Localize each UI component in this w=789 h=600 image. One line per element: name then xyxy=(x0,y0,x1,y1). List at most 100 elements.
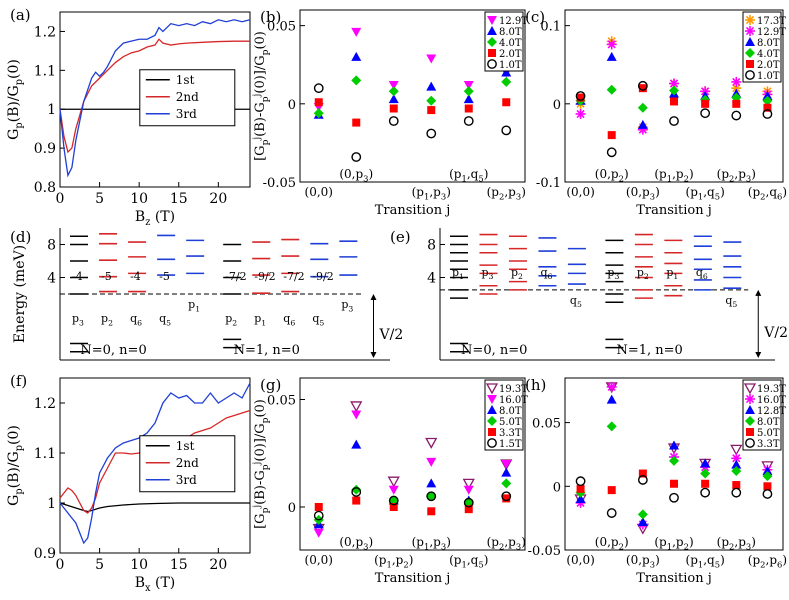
subscript: 3 xyxy=(348,304,353,313)
data-point xyxy=(426,54,437,64)
data-point xyxy=(638,469,647,478)
text-run: ) xyxy=(655,185,660,199)
text-run: 0.9 xyxy=(34,546,56,562)
text-run: 15 xyxy=(170,557,188,573)
x-axis-label: Transition j xyxy=(375,571,451,586)
text-run: Transition j xyxy=(375,571,451,586)
data-point xyxy=(731,110,742,121)
data-point xyxy=(638,84,647,93)
category-label: (p1,p2) xyxy=(374,553,413,570)
data-point xyxy=(762,109,773,119)
text-run: 0.8 xyxy=(34,180,56,196)
y-tick-label: 1 xyxy=(47,102,56,118)
text-run: B xyxy=(135,575,145,591)
text-run: ) xyxy=(624,167,629,181)
subscript: 3 xyxy=(363,174,368,184)
text-run: (g) xyxy=(260,376,281,394)
text-run: -4 xyxy=(130,270,141,283)
subscript: p xyxy=(14,122,25,128)
text-run: (0,0) xyxy=(305,185,333,199)
text-run: ,q xyxy=(703,553,715,567)
superscript: j xyxy=(252,94,262,98)
x-axis-label: Transition j xyxy=(375,203,451,218)
data-point xyxy=(351,487,362,497)
level-label: q5 xyxy=(570,294,582,309)
text-run: p xyxy=(72,312,79,325)
text-run: 1st xyxy=(176,73,195,87)
text-run: 1.0T xyxy=(757,71,780,82)
legend-label: 4.0T xyxy=(757,49,780,60)
text-run: 0.05 xyxy=(267,20,296,35)
data-point xyxy=(463,81,474,91)
group-label: N=1, n=0 xyxy=(616,343,682,358)
data-point xyxy=(313,108,324,119)
category-label: (0,p2) xyxy=(595,535,629,552)
subscript: 3 xyxy=(441,542,446,552)
panel-label: (d) xyxy=(10,228,31,246)
data-point xyxy=(732,481,741,490)
subscript: x xyxy=(145,583,151,594)
data-point xyxy=(464,104,473,113)
legend-marker xyxy=(745,438,755,448)
text-run: ) xyxy=(655,553,660,567)
panel-label: (g) xyxy=(260,376,281,394)
data-point xyxy=(575,91,586,101)
text-run: 3rd xyxy=(176,473,197,487)
subscript: 3 xyxy=(363,542,368,552)
text-run: 1.2 xyxy=(34,24,56,40)
text-run: 16.0T xyxy=(499,395,528,406)
data-point xyxy=(313,83,324,94)
level-label: -4 xyxy=(72,270,83,283)
data-point xyxy=(670,97,678,106)
star-stroke xyxy=(732,84,741,93)
x-tick-label: 20 xyxy=(209,557,227,573)
category-label: (p1,q5) xyxy=(686,185,725,202)
level-label: p1 xyxy=(452,266,464,281)
data-point xyxy=(637,102,648,113)
text-run: 10 xyxy=(130,191,148,207)
subscript: 5 xyxy=(478,174,483,184)
data-point xyxy=(313,510,324,521)
text-run: -0.05 xyxy=(263,176,296,191)
text-run: N=0, n=0 xyxy=(461,343,527,358)
legend-label: 3rd xyxy=(176,473,197,487)
text-run: ,p xyxy=(734,167,746,181)
data-point xyxy=(575,494,586,504)
data-point xyxy=(501,491,512,502)
data-point xyxy=(502,494,511,503)
text-run: ,q xyxy=(703,185,715,199)
text-run: -0.05 xyxy=(528,544,561,559)
subscript: 6 xyxy=(547,272,552,281)
text-run: (B)-G xyxy=(253,102,268,136)
legend-label: 19.3T xyxy=(499,384,528,395)
text-run: (T) xyxy=(150,209,175,225)
subscript: 3 xyxy=(746,542,751,552)
data-point xyxy=(731,459,742,469)
subscript: 3 xyxy=(441,192,446,202)
legend-label: 1.5T xyxy=(499,439,522,450)
y-tick-label: 8 xyxy=(427,238,436,254)
text-run: (0) xyxy=(6,425,22,445)
text-run: (p xyxy=(748,185,761,199)
series-line-2nd xyxy=(59,409,251,514)
category-label: (0,p3) xyxy=(626,553,660,570)
level-label: -5 xyxy=(159,270,170,283)
plot-frame xyxy=(564,9,784,183)
data-point xyxy=(351,439,362,449)
text-run: ,p xyxy=(429,185,441,199)
text-run: 17.3T xyxy=(757,16,786,27)
category-label: (0,0) xyxy=(566,185,594,199)
level-label: q5 xyxy=(159,312,171,327)
data-point xyxy=(351,75,362,86)
text-run: (p xyxy=(654,535,667,549)
text-run: (0,p xyxy=(339,167,363,181)
legend-label: 8.0T xyxy=(499,27,522,38)
panel-h: -0.0500.05(0,0)(0,p2)(0,p3)(p1,p2)(p1,q5… xyxy=(525,376,787,586)
text-run: G xyxy=(6,495,22,506)
y-tick-label: 4 xyxy=(47,271,56,287)
data-point xyxy=(426,478,437,488)
legend-marker xyxy=(745,416,755,426)
data-point xyxy=(501,76,512,87)
level-label: p2 xyxy=(637,266,649,281)
